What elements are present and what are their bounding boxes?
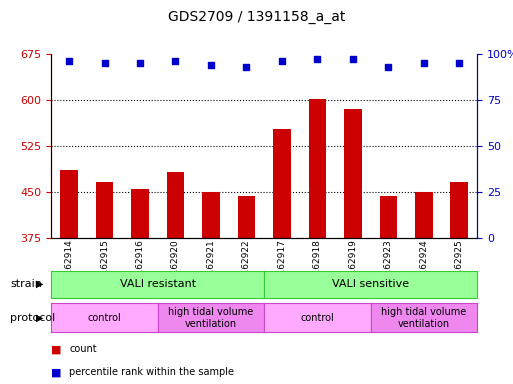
Bar bbox=[450, 182, 468, 384]
Point bbox=[136, 60, 144, 66]
Bar bbox=[344, 109, 362, 384]
Text: strain: strain bbox=[10, 279, 42, 289]
Bar bbox=[273, 129, 291, 384]
Text: count: count bbox=[69, 344, 97, 354]
Point bbox=[313, 56, 322, 62]
Bar bbox=[238, 196, 255, 384]
Text: protocol: protocol bbox=[10, 313, 55, 323]
Bar bbox=[308, 99, 326, 384]
Text: high tidal volume
ventilation: high tidal volume ventilation bbox=[381, 307, 466, 329]
Point bbox=[384, 64, 392, 70]
Point bbox=[455, 60, 463, 66]
Point bbox=[420, 60, 428, 66]
Point bbox=[171, 58, 180, 64]
Point bbox=[278, 58, 286, 64]
Bar bbox=[202, 192, 220, 384]
Bar bbox=[415, 192, 433, 384]
Point bbox=[349, 56, 357, 62]
Text: percentile rank within the sample: percentile rank within the sample bbox=[69, 367, 234, 377]
Text: GDS2709 / 1391158_a_at: GDS2709 / 1391158_a_at bbox=[168, 10, 345, 23]
Text: ▶: ▶ bbox=[36, 279, 44, 289]
Bar bbox=[60, 170, 78, 384]
Bar bbox=[131, 189, 149, 384]
Point bbox=[65, 58, 73, 64]
Text: ▶: ▶ bbox=[36, 313, 44, 323]
Text: ■: ■ bbox=[51, 367, 62, 377]
Text: ■: ■ bbox=[51, 344, 62, 354]
Bar bbox=[167, 172, 184, 384]
Point bbox=[101, 60, 109, 66]
Text: VALI resistant: VALI resistant bbox=[120, 279, 196, 289]
Point bbox=[242, 64, 250, 70]
Text: VALI sensitive: VALI sensitive bbox=[332, 279, 409, 289]
Point bbox=[207, 62, 215, 68]
Text: high tidal volume
ventilation: high tidal volume ventilation bbox=[168, 307, 253, 329]
Bar bbox=[380, 196, 397, 384]
Bar bbox=[95, 182, 113, 384]
Text: control: control bbox=[301, 313, 334, 323]
Text: control: control bbox=[88, 313, 122, 323]
